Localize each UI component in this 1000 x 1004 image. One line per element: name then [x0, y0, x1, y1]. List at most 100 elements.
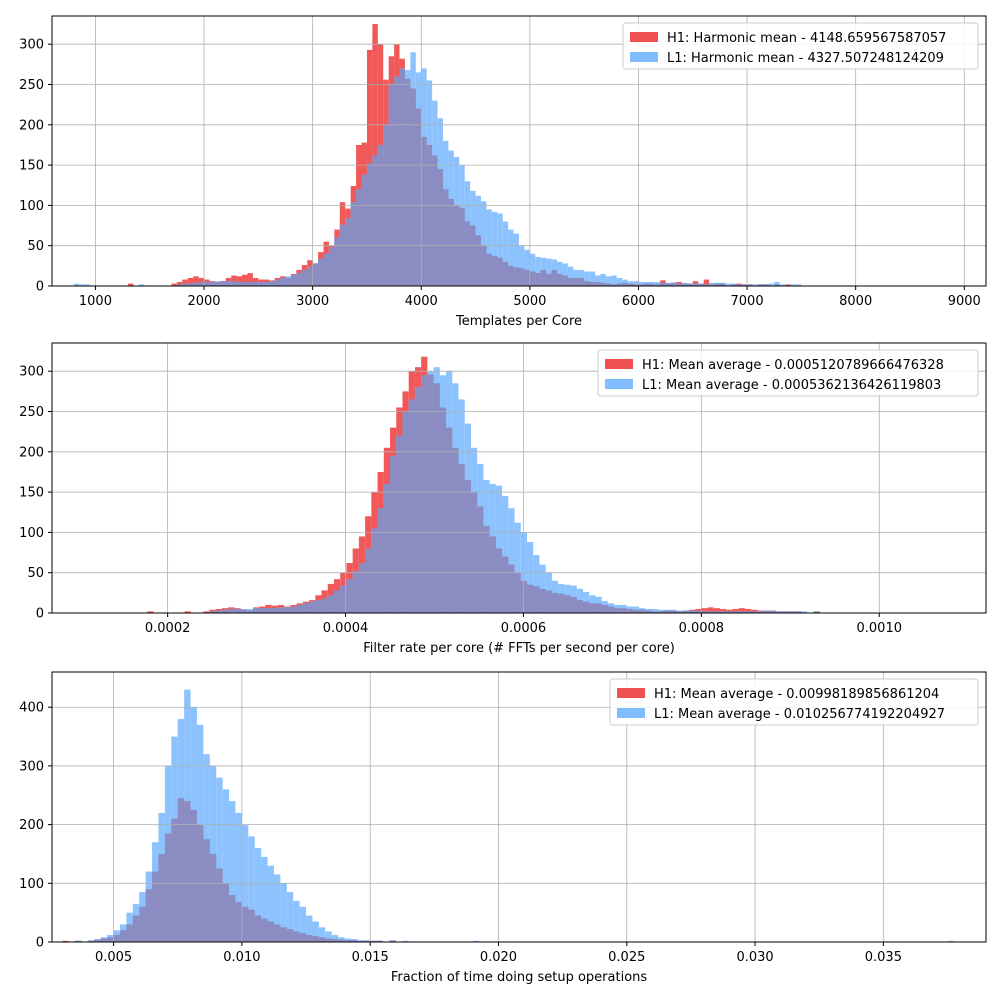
overlap-bar: [651, 611, 658, 613]
overlap-bar: [356, 189, 362, 286]
overlap-bar: [182, 283, 188, 286]
histogram-bar: [519, 245, 525, 286]
overlap-bar: [246, 610, 254, 613]
histogram-bar: [402, 940, 409, 942]
overlap-bar: [333, 590, 341, 613]
overlap-bar: [513, 267, 519, 286]
overlap-bar: [198, 281, 205, 286]
overlap-bar: [584, 281, 590, 286]
overlap-bar: [524, 269, 530, 286]
overlap-bar: [184, 801, 191, 942]
overlap-bar: [551, 592, 559, 613]
histogram-bar: [567, 266, 574, 286]
overlap-bar: [557, 273, 563, 286]
y-tick-label: 150: [19, 486, 44, 501]
overlap-bar: [558, 593, 565, 613]
histogram-bar: [524, 249, 530, 286]
histogram-bar: [247, 273, 253, 286]
overlap-bar: [203, 839, 210, 942]
histogram-bar: [182, 279, 188, 286]
overlap-bar: [338, 939, 345, 942]
overlap-bar: [273, 924, 281, 942]
histogram-bar: [138, 284, 145, 286]
histogram-bar: [774, 281, 780, 286]
y-tick-label: 0: [36, 936, 44, 951]
histogram-bar: [306, 915, 313, 942]
x-tick-label: 7000: [731, 294, 764, 309]
overlap-bar: [299, 933, 307, 942]
histogram-bar: [738, 608, 745, 613]
y-tick-label: 0: [36, 607, 44, 622]
overlap-bar: [475, 235, 481, 286]
overlap-bar: [736, 284, 742, 286]
overlap-bar: [293, 931, 300, 942]
overlap-bar: [520, 580, 528, 613]
overlap-bar: [177, 798, 185, 942]
x-tick-label: 0.0010: [857, 621, 903, 636]
overlap-bar: [470, 492, 478, 613]
histogram-bar: [203, 611, 210, 613]
y-tick-label: 150: [19, 159, 44, 174]
histogram-bar: [231, 275, 237, 286]
overlap-bar: [376, 940, 384, 942]
histogram-bar: [62, 940, 69, 942]
y-tick-label: 100: [19, 877, 44, 892]
histogram-bar: [184, 611, 191, 613]
panel-1: 1000 2000 3000 4000 5000 6000 7000 8000 9000 0 50 1…: [19, 15, 987, 329]
histogram-bar: [491, 211, 498, 286]
legend-entry: L1: Mean average - 0.010256774192204927: [654, 707, 945, 722]
overlap-bar: [508, 564, 515, 613]
overlap-bar: [306, 934, 313, 942]
overlap-bar: [776, 611, 783, 613]
x-tick-label: 0.010: [223, 950, 260, 965]
histogram-bar: [513, 233, 519, 286]
overlap-bar: [614, 608, 621, 613]
overlap-bar: [372, 155, 378, 286]
y-tick-label: 200: [19, 818, 44, 833]
legend-swatch: [617, 688, 645, 698]
overlap-bar: [339, 224, 346, 286]
y-tick-label: 50: [27, 239, 44, 254]
x-tick-label: 0.020: [480, 950, 517, 965]
overlap-bar: [657, 611, 664, 613]
x-tick-label: 6000: [622, 294, 655, 309]
overlap-bar: [638, 284, 644, 286]
overlap-bar: [670, 610, 677, 613]
histogram-bar: [595, 275, 601, 286]
legend: H1: Harmonic mean - 4148.659567587057 L1:…: [622, 22, 979, 70]
overlap-bar: [562, 275, 568, 286]
overlap-bar: [132, 915, 140, 942]
overlap-bar: [738, 611, 745, 613]
overlap-bar: [632, 609, 640, 613]
x-axis-label: Filter rate per core (# FFTs per second …: [363, 641, 675, 656]
x-tick-label: 5000: [513, 294, 546, 309]
overlap-bar: [620, 608, 627, 613]
overlap-bar: [296, 604, 303, 613]
overlap-bar: [643, 283, 650, 286]
overlap-bar: [315, 600, 322, 613]
overlap-bar: [410, 88, 416, 286]
overlap-bar: [286, 929, 294, 942]
overlap-bar: [480, 245, 487, 286]
overlap-bar: [633, 284, 639, 286]
overlap-bar: [695, 610, 702, 613]
overlap-bar: [254, 915, 262, 942]
y-tick-label: 300: [19, 365, 44, 380]
overlap-bar: [687, 283, 693, 286]
legend-swatch: [630, 52, 658, 62]
overlap-bar: [327, 595, 334, 613]
overlap-bar: [285, 277, 291, 286]
histogram-bar: [331, 934, 339, 942]
overlap-bar: [284, 607, 291, 613]
overlap-bar: [145, 889, 153, 942]
x-tick-label: 3000: [296, 294, 329, 309]
panel-3: 0.005 0.010 0.015 0.020 0.025 0.030 0.035 0 100 2…: [19, 671, 987, 985]
overlap-bar: [442, 189, 449, 286]
overlap-bar: [228, 608, 235, 613]
legend: H1: Mean average - 0.0005120789666476328…: [597, 349, 979, 397]
histogram-bar: [785, 284, 791, 286]
overlap-bar: [508, 265, 514, 286]
histogram-bar: [486, 209, 492, 286]
overlap-bar: [259, 608, 266, 613]
